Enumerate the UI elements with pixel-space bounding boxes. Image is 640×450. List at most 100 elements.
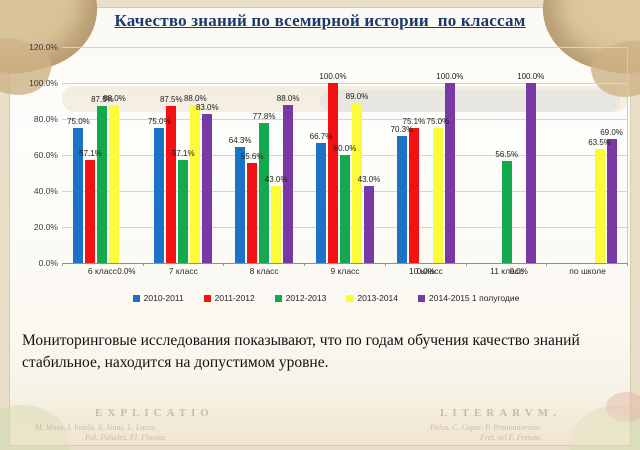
bar xyxy=(340,155,350,263)
bar-value-label: 75.1% xyxy=(402,116,426,126)
bar-value-label: 0.0% xyxy=(117,267,136,276)
y-axis-label: 60.0% xyxy=(33,150,58,160)
bar-value-label: 60.0% xyxy=(333,144,357,153)
bar-group: 75.0% 87.5% 57.1% 88.0% 83.0% 7 класс xyxy=(143,47,224,279)
bar-slot: 55.6% xyxy=(241,47,263,263)
bar-slot: 100.0% xyxy=(319,47,347,263)
bar-value-label: 70.3% xyxy=(390,125,414,135)
x-axis-tick xyxy=(465,263,467,266)
bar-value-label: 66.7% xyxy=(309,131,333,141)
bar-value-label: 88.0% xyxy=(183,93,207,103)
chart-legend: 2010-2011 2011-2012 2012-2013 2013-2014 2014… xyxy=(20,293,632,303)
x-axis-tick xyxy=(142,263,144,266)
bar-slot: 88.0% xyxy=(277,47,299,263)
bar xyxy=(364,185,374,263)
legend-item: 2014-2015 1 полугодие xyxy=(418,293,519,303)
bars-row: 75.0% 57.1% 87.5% 88.0% 0.0% xyxy=(62,47,143,276)
footer-abbrev-line: Pal. Paludes. Fl. Fluvius. xyxy=(85,433,167,442)
bar xyxy=(283,104,294,263)
bar xyxy=(109,104,120,263)
legend-swatch-icon xyxy=(203,294,211,302)
bar xyxy=(247,162,258,263)
category-label: по школе xyxy=(569,266,606,276)
bar-slot: 60.0% xyxy=(334,47,356,263)
bar-slot: 57.1% xyxy=(79,47,102,263)
bar-slot: 0.0% xyxy=(417,47,435,276)
bar-value-label: 87.5% xyxy=(159,94,183,104)
bar-value-label: 63.5% xyxy=(588,137,611,147)
bar-slot: 56.5% xyxy=(495,47,518,263)
bars-row: 66.7% 100.0% 60.0% 89.0% 43.0% xyxy=(305,47,386,263)
legend-label: 2014-2015 1 полугодие xyxy=(429,293,520,303)
bar-slot: 63.5% xyxy=(588,47,611,263)
bar xyxy=(166,105,177,263)
note-text: Мониторинговые исследования показывают, … xyxy=(22,332,580,371)
y-axis-label: 80.0% xyxy=(33,114,58,124)
bar xyxy=(396,136,407,263)
y-axis-label: 0.0% xyxy=(38,258,58,268)
bar xyxy=(501,161,512,263)
gridline xyxy=(62,119,627,120)
x-axis-line xyxy=(62,263,627,264)
bar-group: 66.7% 100.0% 60.0% 89.0% 43.0% 9 класс xyxy=(305,47,386,279)
y-axis-label: 100.0% xyxy=(29,78,58,88)
bar-slot: 100.0% xyxy=(517,47,544,263)
legend-label: 2010-2011 xyxy=(143,293,184,303)
bar-slot: 87.5% xyxy=(160,47,183,263)
bar-slot: 75.0% xyxy=(148,47,171,263)
bar-slot: 69.0% xyxy=(600,47,623,263)
bar-value-label: 43.0% xyxy=(264,174,288,184)
map-footer: EXPLICATIO LITERARVM. M. Mons. I. Insula… xyxy=(10,395,630,445)
bar-slot: 64.3% xyxy=(229,47,251,263)
bar-value-label: 77.8% xyxy=(252,111,276,121)
bar-slot: 83.0% xyxy=(196,47,219,263)
bar xyxy=(73,128,84,263)
bar-value-label: 88.0% xyxy=(276,93,300,103)
bar xyxy=(594,148,605,263)
x-axis-tick xyxy=(546,263,548,266)
bar-value-label: 0.0% xyxy=(509,267,528,276)
bar-value-label: 100.0% xyxy=(436,72,464,81)
bar-slot: 89.0% xyxy=(346,47,368,263)
bar-value-label: 75.0% xyxy=(147,117,171,126)
category-label: 7 класс xyxy=(168,266,198,276)
bar-chart: 75.0% 57.1% 87.5% 88.0% 0.0% 6 класс 75.0% 87.5… xyxy=(20,42,632,314)
legend-swatch-icon xyxy=(132,294,140,302)
map-texture-band xyxy=(320,90,620,112)
bar xyxy=(85,160,96,263)
y-axis-label: 40.0% xyxy=(33,186,58,196)
bar-value-label: 0.0% xyxy=(416,267,435,276)
bar-group: 64.3% 55.6% 77.8% 43.0% 88.0% 8 класс xyxy=(224,47,305,279)
bar xyxy=(316,142,326,263)
category-label: 11 класс xyxy=(490,266,524,276)
bars-row: 56.5% 0.0% 100.0% xyxy=(466,47,547,276)
legend-item: 2011-2012 xyxy=(203,293,255,303)
legend-label: 2013-2014 xyxy=(357,293,399,303)
legend-swatch-icon xyxy=(346,294,354,302)
bar-slot: 70.3% xyxy=(391,47,413,263)
bar-slot: 100.0% xyxy=(436,47,463,263)
legend-swatch-icon xyxy=(418,294,426,302)
bar-value-label: 83.0% xyxy=(195,102,219,112)
bar-value-label: 75.0% xyxy=(67,117,90,126)
footer-literarum-label: LITERARVM. xyxy=(440,407,561,419)
bars-row: 75.0% 87.5% 57.1% 88.0% 83.0% xyxy=(143,47,224,263)
x-axis-tick xyxy=(62,263,63,266)
bar-value-label: 57.1% xyxy=(79,149,102,159)
bar-slot: 88.0% xyxy=(103,47,126,263)
bar xyxy=(271,185,282,263)
bar-value-label: 69.0% xyxy=(600,127,623,137)
x-axis-tick xyxy=(384,263,386,266)
bar-slot: 43.0% xyxy=(358,47,380,263)
bar-value-label: 88.0% xyxy=(103,93,126,103)
legend-item: 2010-2011 xyxy=(132,293,184,303)
bars-row: 70.3% 75.1% 0.0% 75.0% 100.0% xyxy=(385,47,466,276)
legend-swatch-icon xyxy=(274,294,282,302)
bar xyxy=(352,102,362,263)
bar-value-label: 87.5% xyxy=(91,94,114,104)
bar-value-label: 64.3% xyxy=(228,136,252,146)
bar-slot: 75.0% xyxy=(67,47,90,263)
bar-value-label: 55.6% xyxy=(240,151,264,161)
category-label: 9 класс xyxy=(330,266,360,276)
bar-slot: 0.0% xyxy=(510,47,528,276)
